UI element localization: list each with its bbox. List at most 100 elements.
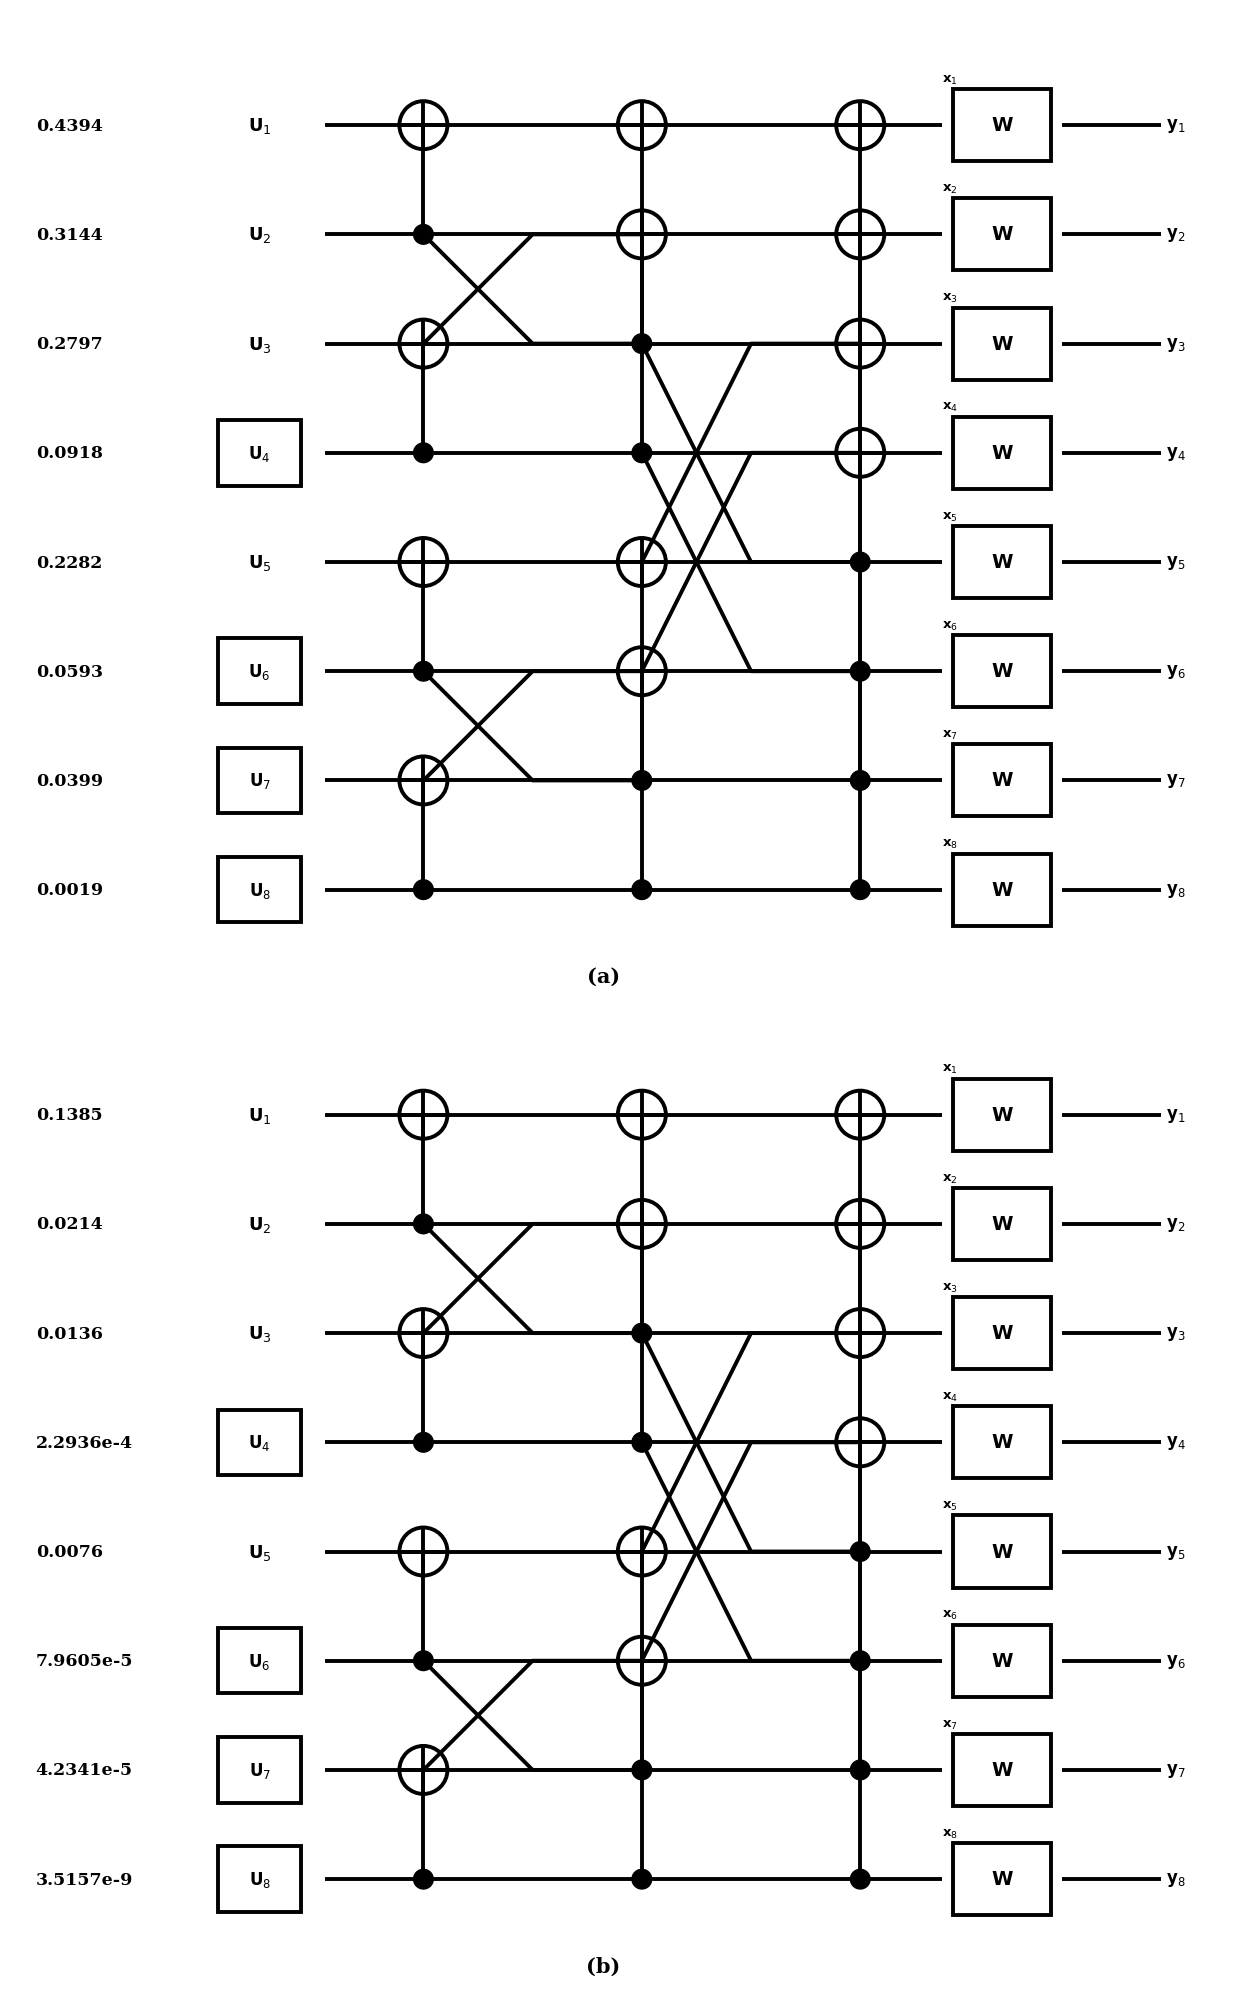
Text: $\mathbf{x}_{3}$: $\mathbf{x}_{3}$: [942, 292, 959, 306]
Text: $\mathbf{x}_{8}$: $\mathbf{x}_{8}$: [942, 837, 959, 851]
Circle shape: [851, 553, 870, 573]
FancyBboxPatch shape: [954, 1407, 1052, 1479]
Text: $\mathbf{W}$: $\mathbf{W}$: [991, 1760, 1013, 1778]
Text: $\mathbf{x}_{1}$: $\mathbf{x}_{1}$: [942, 1063, 957, 1075]
FancyBboxPatch shape: [954, 635, 1052, 707]
FancyBboxPatch shape: [218, 1738, 301, 1802]
Circle shape: [414, 1215, 433, 1235]
Text: $\mathbf{U}_{7}$: $\mathbf{U}_{7}$: [248, 1760, 270, 1780]
Text: 7.9605e-5: 7.9605e-5: [36, 1652, 133, 1670]
Circle shape: [632, 1760, 652, 1780]
Circle shape: [851, 1870, 870, 1888]
Text: $\mathbf{x}_{3}$: $\mathbf{x}_{3}$: [942, 1281, 959, 1295]
Text: $\mathbf{U}_{4}$: $\mathbf{U}_{4}$: [248, 444, 270, 464]
Text: $\mathbf{y}_{5}$: $\mathbf{y}_{5}$: [1166, 1542, 1185, 1560]
Text: $\mathbf{U}_{8}$: $\mathbf{U}_{8}$: [248, 1870, 270, 1890]
Text: $\mathbf{W}$: $\mathbf{W}$: [991, 1325, 1013, 1343]
Text: $\mathbf{U}_{8}$: $\mathbf{U}_{8}$: [248, 881, 270, 901]
Text: $\mathbf{y}_{2}$: $\mathbf{y}_{2}$: [1166, 226, 1185, 244]
Text: $\mathbf{W}$: $\mathbf{W}$: [991, 1542, 1013, 1560]
Text: $\mathbf{W}$: $\mathbf{W}$: [991, 1107, 1013, 1125]
FancyBboxPatch shape: [954, 1297, 1052, 1369]
Circle shape: [414, 661, 433, 681]
Text: $\mathbf{W}$: $\mathbf{W}$: [991, 663, 1013, 681]
Text: $\mathbf{y}_{4}$: $\mathbf{y}_{4}$: [1166, 446, 1185, 464]
FancyBboxPatch shape: [954, 1624, 1052, 1696]
Circle shape: [632, 334, 652, 354]
FancyBboxPatch shape: [954, 1844, 1052, 1916]
Text: $\mathbf{U}_{3}$: $\mathbf{U}_{3}$: [248, 334, 272, 354]
Circle shape: [632, 444, 652, 464]
Circle shape: [632, 1433, 652, 1453]
Text: $\mathbf{x}_{4}$: $\mathbf{x}_{4}$: [942, 1391, 959, 1403]
Text: 0.0918: 0.0918: [36, 446, 103, 462]
FancyBboxPatch shape: [218, 749, 301, 813]
Text: $\mathbf{U}_{3}$: $\mathbf{U}_{3}$: [248, 1323, 272, 1343]
Text: $\mathbf{x}_{7}$: $\mathbf{x}_{7}$: [942, 1718, 959, 1730]
Text: $\mathbf{W}$: $\mathbf{W}$: [991, 336, 1013, 354]
Circle shape: [851, 1542, 870, 1562]
Text: $\mathbf{x}_{2}$: $\mathbf{x}_{2}$: [942, 1173, 957, 1185]
Circle shape: [632, 1323, 652, 1343]
Text: 0.1385: 0.1385: [36, 1107, 103, 1123]
Text: 0.0399: 0.0399: [36, 773, 103, 789]
Text: 4.2341e-5: 4.2341e-5: [36, 1762, 133, 1778]
Circle shape: [851, 1650, 870, 1670]
FancyBboxPatch shape: [218, 1411, 301, 1475]
Text: $\mathbf{x}_{5}$: $\mathbf{x}_{5}$: [942, 1498, 957, 1512]
Text: 0.4394: 0.4394: [36, 118, 103, 134]
Text: $\mathbf{x}_{7}$: $\mathbf{x}_{7}$: [942, 729, 959, 741]
FancyBboxPatch shape: [954, 308, 1052, 380]
Text: $\mathbf{U}_{1}$: $\mathbf{U}_{1}$: [248, 116, 272, 136]
Text: $\mathbf{W}$: $\mathbf{W}$: [991, 1215, 1013, 1233]
FancyBboxPatch shape: [954, 418, 1052, 490]
Text: $\mathbf{W}$: $\mathbf{W}$: [991, 771, 1013, 789]
Circle shape: [851, 881, 870, 899]
Text: $\mathbf{y}_{1}$: $\mathbf{y}_{1}$: [1166, 1107, 1185, 1125]
Text: (a): (a): [587, 967, 620, 987]
Text: $\mathbf{W}$: $\mathbf{W}$: [991, 553, 1013, 571]
Text: $\mathbf{y}_{4}$: $\mathbf{y}_{4}$: [1166, 1435, 1185, 1453]
Text: $\mathbf{U}_{2}$: $\mathbf{U}_{2}$: [248, 1215, 272, 1235]
Text: $\mathbf{x}_{8}$: $\mathbf{x}_{8}$: [942, 1826, 959, 1840]
Text: $\mathbf{y}_{3}$: $\mathbf{y}_{3}$: [1166, 1325, 1185, 1343]
Text: $\mathbf{U}_{1}$: $\mathbf{U}_{1}$: [248, 1105, 272, 1125]
FancyBboxPatch shape: [218, 639, 301, 705]
Circle shape: [851, 661, 870, 681]
Text: $\mathbf{W}$: $\mathbf{W}$: [991, 446, 1013, 464]
Text: $\mathbf{W}$: $\mathbf{W}$: [991, 1870, 1013, 1888]
Text: $\mathbf{y}_{5}$: $\mathbf{y}_{5}$: [1166, 553, 1185, 571]
Text: $\mathbf{x}_{5}$: $\mathbf{x}_{5}$: [942, 509, 957, 523]
Circle shape: [632, 771, 652, 791]
Text: $\mathbf{W}$: $\mathbf{W}$: [991, 226, 1013, 244]
FancyBboxPatch shape: [954, 1189, 1052, 1261]
Circle shape: [414, 226, 433, 246]
FancyBboxPatch shape: [218, 1628, 301, 1694]
Text: $\mathbf{W}$: $\mathbf{W}$: [991, 1435, 1013, 1453]
Text: $\mathbf{x}_{2}$: $\mathbf{x}_{2}$: [942, 184, 957, 196]
Text: $\mathbf{y}_{3}$: $\mathbf{y}_{3}$: [1166, 336, 1185, 354]
FancyBboxPatch shape: [218, 422, 301, 486]
Text: $\mathbf{U}_{5}$: $\mathbf{U}_{5}$: [248, 1542, 272, 1562]
Text: $\mathbf{W}$: $\mathbf{W}$: [991, 881, 1013, 899]
Text: $\mathbf{y}_{1}$: $\mathbf{y}_{1}$: [1166, 118, 1185, 136]
Circle shape: [414, 444, 433, 464]
Text: $\mathbf{U}_{6}$: $\mathbf{U}_{6}$: [248, 1650, 270, 1670]
Text: 3.5157e-9: 3.5157e-9: [36, 1870, 133, 1888]
FancyBboxPatch shape: [954, 1079, 1052, 1151]
Circle shape: [414, 881, 433, 899]
Text: (b): (b): [587, 1956, 621, 1976]
Text: 0.0019: 0.0019: [36, 881, 103, 899]
Text: 2.2936e-4: 2.2936e-4: [36, 1435, 133, 1451]
Circle shape: [851, 771, 870, 791]
Text: $\mathbf{y}_{7}$: $\mathbf{y}_{7}$: [1166, 771, 1185, 789]
Text: $\mathbf{U}_{7}$: $\mathbf{U}_{7}$: [248, 771, 270, 791]
Text: $\mathbf{W}$: $\mathbf{W}$: [991, 1652, 1013, 1670]
FancyBboxPatch shape: [954, 90, 1052, 162]
FancyBboxPatch shape: [954, 855, 1052, 927]
Text: $\mathbf{y}_{8}$: $\mathbf{y}_{8}$: [1166, 881, 1185, 899]
Text: $\mathbf{x}_{6}$: $\mathbf{x}_{6}$: [942, 619, 959, 633]
Text: 0.0593: 0.0593: [36, 663, 103, 681]
Text: $\mathbf{U}_{5}$: $\mathbf{U}_{5}$: [248, 553, 272, 573]
Text: 0.0076: 0.0076: [36, 1542, 103, 1560]
